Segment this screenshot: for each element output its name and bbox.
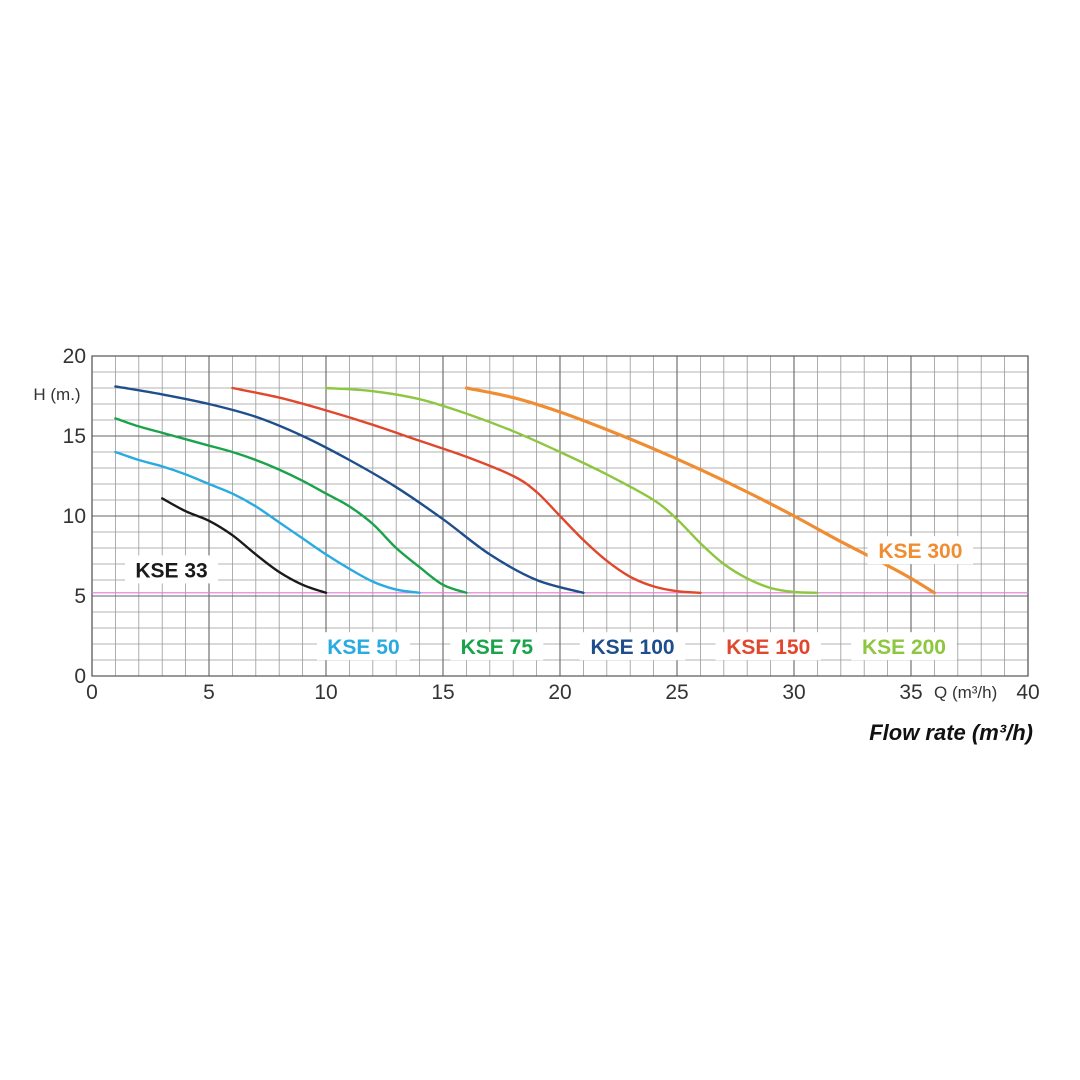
x-tick-label: 30 <box>782 681 805 704</box>
series-line-kse-150 <box>231 386 702 594</box>
series-label: KSE 200 <box>862 636 946 659</box>
series-line-kse-100 <box>114 385 585 594</box>
x-tick-label: 40 <box>1016 681 1039 704</box>
y-axis-title: H (m.) <box>33 385 80 404</box>
series-label-layer: KSE 33 KSE 50 KSE 75 KSE 100 KSE 150 KSE 200 K… <box>125 536 974 661</box>
series-line-kse-50 <box>114 450 421 594</box>
x-tick-label: 20 <box>548 681 571 704</box>
series-label-bg <box>867 536 974 565</box>
series-line-kse-75 <box>114 417 468 594</box>
x-tick-label: 25 <box>665 681 688 704</box>
series-line-kse-300 <box>464 386 936 595</box>
series-label-bg <box>579 632 686 661</box>
y-tick-label: 10 <box>63 505 86 528</box>
x-tick-label: 0 <box>86 681 98 704</box>
series-label-bg <box>851 632 957 661</box>
series-label: KSE 150 <box>726 636 810 659</box>
series-line-kse-33 <box>161 497 328 594</box>
series-label: KSE 100 <box>591 636 675 659</box>
y-tick-label: 20 <box>63 345 86 368</box>
x-tick-label: 5 <box>203 681 215 704</box>
series-line-kse-200 <box>324 386 819 594</box>
series-label-bg <box>316 632 410 661</box>
x-tick-label: 10 <box>314 681 337 704</box>
y-tick-label: 5 <box>74 585 86 608</box>
series-label: KSE 50 <box>327 636 399 659</box>
y-tick-label: 0 <box>74 665 86 688</box>
series-label: KSE 300 <box>878 540 962 563</box>
series-label-bg <box>450 632 544 661</box>
series-label-bg <box>715 632 822 661</box>
series-label-bg <box>125 555 219 584</box>
series-label: KSE 33 <box>135 559 207 582</box>
x-tick-label: 35 <box>899 681 922 704</box>
series-label: KSE 75 <box>461 636 534 659</box>
tick-label-layer: 0 5 10 15 20 25 30 35 40 0 5 10 15 20 <box>63 345 1040 704</box>
x-axis-unit-label: Q (m³/h) <box>934 683 997 702</box>
plot-frame <box>91 355 1029 677</box>
x-tick-label: 15 <box>431 681 454 704</box>
x-axis-title: Flow rate (m³/h) <box>869 720 1033 745</box>
y-tick-label: 15 <box>63 425 86 448</box>
series-layer <box>114 385 936 595</box>
